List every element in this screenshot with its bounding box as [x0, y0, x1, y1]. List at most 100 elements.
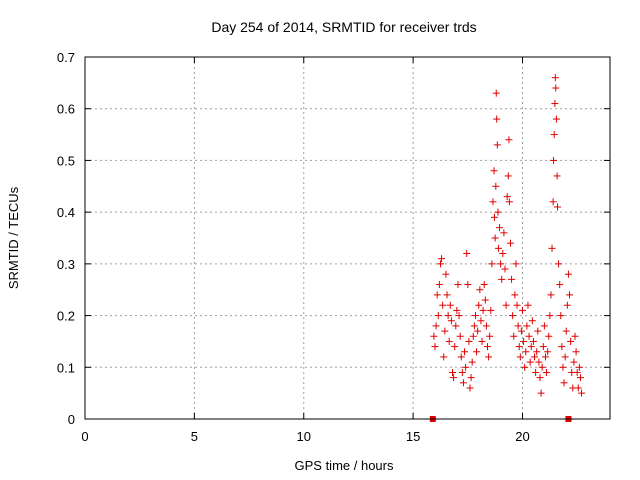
data-point [550, 131, 558, 139]
data-point [521, 363, 529, 371]
data-point [538, 363, 546, 371]
data-point [452, 322, 460, 330]
point-layer [429, 74, 586, 422]
data-point [572, 348, 580, 356]
data-point [480, 281, 488, 289]
data-point [540, 322, 548, 330]
data-point [535, 358, 543, 366]
data-point [486, 332, 494, 340]
data-point [473, 348, 481, 356]
data-point [505, 136, 513, 144]
data-point [436, 260, 444, 268]
data-point [551, 74, 559, 82]
data-point [467, 374, 475, 382]
data-point [526, 358, 534, 366]
plot-frame [84, 56, 611, 420]
data-point [545, 332, 553, 340]
data-point [570, 358, 578, 366]
data-point [571, 332, 579, 340]
x-tick-label: 0 [81, 429, 88, 444]
data-point [522, 348, 530, 356]
data-point [458, 368, 466, 376]
data-point [525, 332, 533, 340]
data-point [524, 301, 532, 309]
y-tick-label: 0.1 [57, 360, 75, 375]
data-point [440, 353, 448, 361]
tick-layer: 0 0.1 0.2 0.3 0.4 0.5 0.6 0.7 0 5 10 15 20 [57, 50, 610, 444]
data-point [490, 167, 498, 175]
data-point [567, 337, 575, 345]
data-point [451, 343, 459, 351]
data-point [446, 301, 454, 309]
data-point [527, 343, 535, 351]
data-point [442, 270, 450, 278]
data-point [528, 317, 536, 325]
data-point [511, 291, 519, 299]
data-point [573, 368, 581, 376]
data-point [503, 193, 511, 201]
data-point [551, 100, 559, 108]
data-point [493, 141, 501, 149]
data-point [556, 281, 564, 289]
data-point [506, 239, 514, 247]
data-point [564, 270, 572, 278]
data-point [566, 291, 574, 299]
data-point [529, 337, 537, 345]
data-point [439, 301, 447, 309]
y-tick-label: 0.6 [57, 102, 75, 117]
y-tick-label: 0.2 [57, 309, 75, 324]
data-point [501, 265, 509, 273]
data-point [549, 198, 557, 206]
data-point [492, 182, 500, 190]
data-point [438, 255, 446, 263]
data-point [441, 327, 449, 335]
data-point [469, 332, 477, 340]
data-point [456, 332, 464, 340]
data-point [559, 363, 567, 371]
data-point [478, 337, 486, 345]
data-point [471, 312, 479, 320]
data-point [531, 353, 539, 361]
data-point [517, 327, 525, 335]
data-point [500, 229, 508, 237]
data-point [541, 353, 549, 361]
data-point [475, 301, 483, 309]
data-point [431, 343, 439, 351]
data-point [523, 322, 531, 330]
data-point [485, 353, 493, 361]
data-point [497, 260, 505, 268]
data-point [533, 348, 541, 356]
y-tick-label: 0 [68, 412, 75, 427]
data-point [537, 389, 545, 397]
x-axis-label: GPS time / hours [295, 458, 394, 473]
data-point [491, 213, 498, 221]
data-point [465, 337, 473, 345]
data-point [578, 389, 586, 397]
data-point [432, 322, 440, 330]
data-point [461, 348, 469, 356]
data-point [491, 234, 499, 242]
data-point [477, 317, 485, 325]
data-point [489, 198, 497, 206]
data-point [496, 224, 504, 232]
data-point [476, 286, 484, 294]
data-point [481, 296, 489, 304]
data-point [536, 374, 544, 382]
data-point [487, 306, 495, 314]
y-tick-label: 0.5 [57, 153, 75, 168]
data-point [504, 172, 512, 180]
data-point [498, 275, 506, 283]
data-point [453, 306, 461, 314]
grid-layer [85, 57, 610, 419]
data-point [509, 312, 517, 320]
data-point [508, 275, 516, 283]
data-point [555, 260, 563, 268]
data-point [433, 291, 441, 299]
data-point [552, 115, 560, 123]
data-point [457, 353, 465, 361]
data-point [430, 332, 438, 340]
data-point [492, 89, 500, 97]
data-point [494, 244, 502, 252]
